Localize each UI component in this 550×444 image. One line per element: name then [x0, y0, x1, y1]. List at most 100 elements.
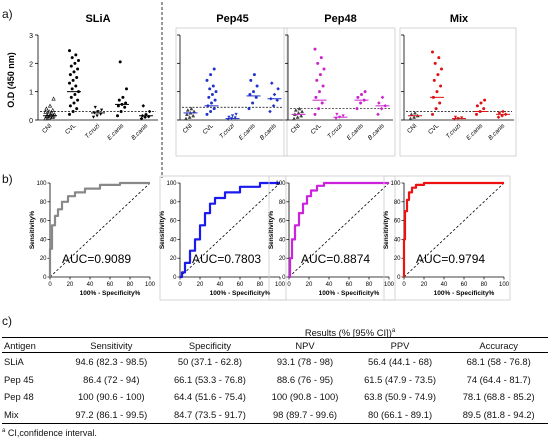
roc-ylabel: Sensitivity%	[268, 211, 275, 250]
y-tick-label: 60	[279, 219, 286, 225]
data-point	[72, 101, 76, 105]
table-cell: 100 (90.8 - 100)	[271, 391, 339, 403]
y-tick-label: 0	[397, 275, 401, 281]
x-tick-label: 20	[421, 282, 428, 288]
data-point	[234, 112, 238, 116]
x-tick-label: CNI	[289, 122, 302, 135]
y-tick-label: 20	[40, 256, 47, 262]
data-point	[355, 107, 359, 111]
auc-label: AUC=0.9089	[62, 252, 131, 266]
results-table: Results (% [95% CI])a Antigen Sensitivity…	[2, 325, 548, 424]
table-cell: 80 (66.1 - 89.1)	[350, 405, 450, 424]
data-point	[270, 81, 274, 85]
table-cell: 78.1 (68.8 - 85.2)	[462, 391, 535, 403]
reference-diagonal	[49, 182, 151, 278]
roc-ylabel: Sensitivity%	[29, 211, 36, 250]
data-point	[125, 87, 128, 91]
subplot-title: Pep48	[324, 13, 356, 25]
data-point	[475, 104, 479, 108]
y-tick-label: 3	[29, 33, 33, 40]
auc-label: AUC=0.8874	[301, 252, 370, 266]
y-tick-label: 20	[394, 256, 401, 262]
data-point	[251, 101, 255, 105]
subplot-title: SLiA	[85, 13, 110, 25]
table-header-row: Antigen Sensitivity Specificity NPV PPV Accur…	[2, 337, 548, 353]
data-point	[208, 87, 212, 91]
data-point	[377, 101, 381, 105]
data-point	[47, 103, 53, 108]
data-point	[212, 67, 216, 71]
data-point	[483, 98, 487, 102]
y-tick-label: 80	[170, 200, 177, 206]
data-point	[438, 101, 442, 105]
x-tick-label: E.canis	[106, 122, 125, 141]
subplot-slia: 0 1 2 3 SLiA CNI CVL T.cruzi E.canis B.canis	[29, 13, 158, 142]
data-point	[413, 110, 417, 115]
y-tick-label: 20	[279, 256, 286, 262]
auc-label: AUC=0.9794	[416, 252, 485, 266]
data-point	[268, 109, 272, 114]
table-cell: 68.1 (58 - 76.8)	[466, 356, 531, 368]
data-point	[147, 109, 152, 114]
data-point	[119, 110, 123, 113]
data-point	[68, 73, 72, 77]
x-tick-label: T.cruzi	[326, 122, 344, 140]
panel-label-c: c)	[2, 314, 12, 328]
y-tick-label: 40	[170, 237, 177, 243]
data-point	[436, 73, 440, 77]
row-label: Antigen	[2, 337, 62, 353]
y-tick-label: 100	[36, 181, 47, 187]
data-point	[69, 64, 73, 68]
table-cell: Specificity	[160, 337, 260, 353]
data-point	[99, 112, 103, 116]
data-point	[47, 109, 52, 114]
table-row: SLiA 94.6 (82.3 - 98.5) 50 (37.1 - 62.8) 93…	[2, 353, 548, 371]
table-cell: NPV	[259, 337, 351, 353]
data-point	[255, 84, 259, 88]
data-point	[272, 92, 277, 97]
data-point	[376, 112, 380, 117]
data-point	[210, 93, 214, 96]
data-point	[205, 78, 209, 82]
data-point	[68, 104, 72, 108]
data-point	[100, 108, 104, 112]
data-point	[124, 101, 128, 105]
x-tick-label: 100	[275, 282, 286, 288]
x-tick-label: 80	[366, 282, 373, 288]
subplot-title: Mix	[450, 13, 469, 25]
data-point	[500, 113, 504, 118]
data-point	[501, 109, 505, 114]
data-point	[205, 112, 209, 116]
data-point	[252, 90, 255, 94]
x-tick-label: T.cruzi	[445, 122, 463, 140]
data-point	[321, 84, 325, 88]
y-tick-label: 100	[275, 181, 286, 187]
data-point	[380, 95, 385, 100]
roc-xlabel: 100% - Specificity%	[434, 290, 495, 297]
data-point	[335, 112, 339, 116]
data-point	[356, 95, 360, 99]
x-tick-label: CVL	[427, 122, 441, 136]
data-point	[318, 90, 321, 94]
y-tick-label: 0	[29, 118, 33, 125]
x-tick-label: 100	[384, 282, 395, 288]
data-point	[297, 106, 302, 111]
x-tick-label: CVL	[64, 122, 78, 136]
data-point	[116, 104, 120, 108]
table-cell: PPV	[350, 337, 450, 353]
y-tick-label: 60	[40, 219, 47, 225]
data-point	[435, 90, 439, 94]
roc-curve	[402, 181, 504, 277]
table-cell: 89.5 (81.8 - 94.2)	[449, 405, 548, 424]
data-point	[440, 67, 443, 71]
data-point	[360, 93, 363, 96]
data-point	[116, 114, 119, 118]
row-label: SLiA	[4, 356, 24, 368]
data-point	[299, 113, 304, 118]
reference-diagonal	[179, 182, 281, 278]
data-point	[49, 110, 54, 115]
data-point	[341, 114, 345, 118]
